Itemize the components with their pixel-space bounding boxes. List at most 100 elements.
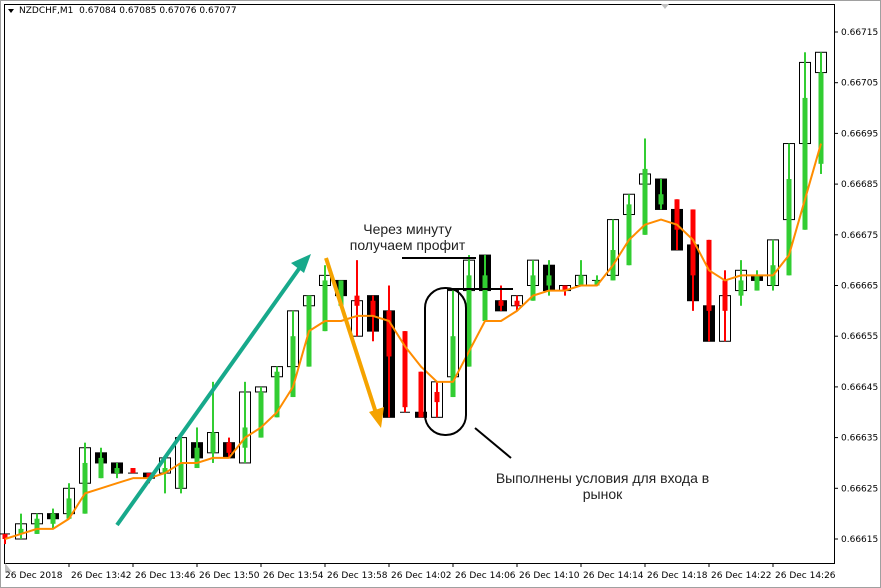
candle bbox=[687, 209, 699, 311]
candle bbox=[207, 381, 219, 463]
candle-body bbox=[178, 462, 184, 489]
candle-body bbox=[290, 336, 296, 398]
moving-average-line bbox=[4, 143, 822, 540]
annotation-up-arrow bbox=[115, 254, 311, 527]
candle-body bbox=[690, 209, 696, 276]
candle-wick bbox=[212, 381, 214, 463]
candle bbox=[431, 381, 443, 418]
candle bbox=[400, 331, 410, 413]
candle-wick bbox=[20, 513, 22, 539]
candle-body bbox=[642, 168, 648, 235]
candle bbox=[111, 462, 123, 479]
candle bbox=[783, 143, 795, 276]
chart-header: NZDCHF,M1 0.67084 0.67085 0.67076 0.6707… bbox=[8, 6, 237, 16]
candle-body bbox=[98, 457, 104, 479]
entry-annotation-line2: рынок bbox=[582, 486, 623, 502]
candle bbox=[239, 381, 251, 464]
annotation-down-arrow bbox=[324, 257, 384, 428]
candle-body bbox=[482, 275, 488, 321]
price-tick-label: 0.66675 bbox=[841, 231, 878, 241]
candle-body bbox=[114, 468, 120, 474]
candle bbox=[79, 442, 91, 514]
candle-body bbox=[2, 533, 8, 539]
candle-body bbox=[434, 391, 440, 403]
candle bbox=[383, 285, 395, 418]
time-tick-label: 26 Dec 14:18 bbox=[647, 571, 708, 581]
candle bbox=[655, 178, 667, 210]
candle-body bbox=[210, 432, 216, 453]
entry-callout-line bbox=[474, 427, 512, 459]
candle bbox=[527, 259, 539, 301]
candle-body bbox=[82, 462, 88, 514]
candle bbox=[271, 366, 283, 418]
candle bbox=[511, 295, 523, 311]
price-tick-label: 0.66695 bbox=[841, 129, 878, 139]
candle-wick bbox=[372, 295, 374, 342]
candle bbox=[31, 513, 43, 534]
time-tick-label: 26 Dec 14:14 bbox=[583, 571, 644, 581]
scale-fix-icon bbox=[5, 563, 12, 572]
candle-body bbox=[146, 473, 152, 479]
profit-annotation-line1: Через минуту bbox=[363, 221, 452, 237]
price-tick-label: 0.66705 bbox=[841, 79, 878, 89]
candle-body bbox=[530, 275, 536, 301]
quote-values: 0.67084 0.67085 0.67076 0.67077 bbox=[79, 6, 237, 16]
candle bbox=[415, 371, 427, 418]
candle-body bbox=[50, 513, 56, 524]
candle bbox=[191, 427, 203, 469]
candle-body bbox=[450, 336, 456, 398]
entry-highlight-oval bbox=[424, 287, 467, 436]
candle bbox=[799, 52, 811, 230]
candle bbox=[815, 51, 827, 174]
price-tick-label: 0.66665 bbox=[841, 282, 878, 292]
candle bbox=[719, 270, 731, 342]
candle-body bbox=[354, 295, 360, 306]
candle bbox=[47, 508, 59, 529]
candle bbox=[319, 265, 331, 332]
entry-annotation: Выполнены условия для входа в рынок bbox=[470, 470, 735, 502]
candle-wick bbox=[500, 285, 502, 311]
candle bbox=[735, 260, 747, 306]
candle bbox=[255, 386, 267, 438]
price-tick-label: 0.66685 bbox=[841, 180, 878, 190]
candle bbox=[495, 285, 507, 312]
candle-body bbox=[514, 300, 520, 306]
shift-marker-icon[interactable] bbox=[661, 4, 669, 9]
entry-annotation-line1: Выполнены условия для входа в bbox=[495, 470, 710, 486]
candle-body bbox=[674, 199, 680, 230]
time-tick-label: 26 Dec 14:06 bbox=[455, 571, 516, 581]
candle bbox=[639, 138, 651, 235]
candle-body bbox=[402, 331, 408, 408]
dropdown-triangle-icon[interactable] bbox=[8, 8, 14, 13]
candle-body bbox=[818, 72, 824, 164]
price-tick-label: 0.66715 bbox=[841, 28, 878, 38]
time-tick-label: 26 Dec 13:58 bbox=[327, 571, 388, 581]
price-tick-label: 0.66625 bbox=[841, 484, 878, 494]
price-tick-label: 0.66615 bbox=[841, 535, 878, 545]
candle-body bbox=[338, 280, 344, 306]
time-axis[interactable]: 26 Dec 2018 26 Dec 13:42 26 Dec 13:46 26 De… bbox=[5, 563, 836, 581]
price-tick-label: 0.66635 bbox=[841, 434, 878, 444]
time-tick-label: 26 Dec 13:50 bbox=[199, 571, 260, 581]
price-tick-label: 0.66655 bbox=[841, 332, 878, 342]
candle-body bbox=[562, 285, 568, 291]
candle bbox=[447, 290, 459, 398]
candle-body bbox=[626, 204, 632, 266]
candle-body bbox=[34, 518, 40, 534]
candle bbox=[367, 295, 379, 342]
candle-body bbox=[130, 468, 136, 474]
time-tick-label: 26 Dec 13:54 bbox=[263, 571, 324, 581]
candle-body bbox=[578, 275, 584, 286]
candle-body bbox=[706, 239, 712, 311]
candle-body bbox=[546, 275, 552, 286]
price-tick-label: 0.66645 bbox=[841, 383, 878, 393]
time-tick-label: 26 Dec 14:22 bbox=[711, 571, 772, 581]
candle-body bbox=[802, 97, 808, 230]
time-tick-label: 26 Dec 13:42 bbox=[71, 571, 132, 581]
candle-body bbox=[370, 300, 376, 316]
candle-body bbox=[594, 280, 600, 286]
price-axis[interactable]: 0.66715 0.66705 0.66695 0.66685 0.66675 0.666… bbox=[834, 28, 878, 545]
candle-wick bbox=[660, 179, 662, 210]
time-tick-label: 26 Dec 14:26 bbox=[775, 571, 836, 581]
